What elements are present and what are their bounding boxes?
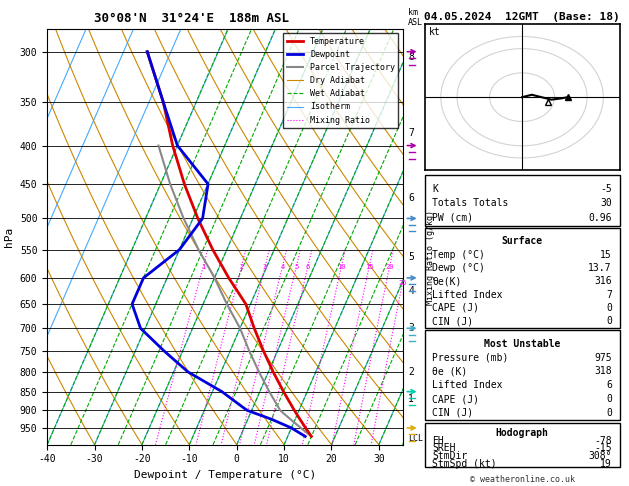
- Text: 5: 5: [294, 264, 298, 270]
- Text: 10: 10: [337, 264, 345, 270]
- X-axis label: Dewpoint / Temperature (°C): Dewpoint / Temperature (°C): [134, 470, 316, 480]
- Text: Mixing Ratio (g/kg): Mixing Ratio (g/kg): [426, 210, 435, 305]
- Text: Temp (°C): Temp (°C): [432, 250, 485, 260]
- Y-axis label: hPa: hPa: [4, 227, 14, 247]
- Text: θe(K): θe(K): [432, 276, 462, 286]
- Text: Most Unstable: Most Unstable: [484, 339, 560, 349]
- Text: 4: 4: [408, 286, 414, 296]
- Text: 0: 0: [606, 408, 612, 418]
- Text: θe (K): θe (K): [432, 366, 467, 377]
- Text: SREH: SREH: [432, 444, 456, 453]
- Text: -15: -15: [594, 444, 612, 453]
- Text: LCL: LCL: [408, 434, 423, 443]
- Text: CIN (J): CIN (J): [432, 316, 474, 326]
- Text: 8: 8: [408, 52, 414, 62]
- Text: 308°: 308°: [588, 451, 612, 461]
- Text: CAPE (J): CAPE (J): [432, 394, 479, 404]
- Text: -5: -5: [600, 184, 612, 194]
- Text: -78: -78: [594, 435, 612, 446]
- Text: 6: 6: [408, 193, 414, 203]
- Text: 13.7: 13.7: [588, 263, 612, 273]
- Text: 7: 7: [408, 128, 414, 138]
- Text: EH: EH: [432, 435, 444, 446]
- Text: 0: 0: [606, 316, 612, 326]
- Text: CIN (J): CIN (J): [432, 408, 474, 418]
- Text: 1: 1: [201, 264, 205, 270]
- Text: 30°08'N  31°24'E  188m ASL: 30°08'N 31°24'E 188m ASL: [94, 12, 289, 25]
- Text: 1: 1: [408, 394, 414, 404]
- Text: Pressure (mb): Pressure (mb): [432, 353, 509, 363]
- Text: Lifted Index: Lifted Index: [432, 290, 503, 299]
- Text: 15: 15: [600, 250, 612, 260]
- Text: Surface: Surface: [501, 236, 543, 246]
- Text: 19: 19: [600, 459, 612, 469]
- Text: Totals Totals: Totals Totals: [432, 198, 509, 208]
- Text: Lifted Index: Lifted Index: [432, 380, 503, 390]
- Text: 0: 0: [606, 394, 612, 404]
- Text: 20: 20: [386, 264, 394, 270]
- Text: 0: 0: [606, 303, 612, 313]
- Text: Hodograph: Hodograph: [496, 428, 548, 437]
- Text: kt: kt: [428, 27, 440, 37]
- Text: 6: 6: [306, 264, 310, 270]
- Text: 5: 5: [408, 252, 414, 262]
- Text: 975: 975: [594, 353, 612, 363]
- Text: 25: 25: [398, 280, 407, 286]
- Text: K: K: [432, 184, 438, 194]
- Text: 316: 316: [594, 276, 612, 286]
- Text: CAPE (J): CAPE (J): [432, 303, 479, 313]
- Text: 30: 30: [600, 198, 612, 208]
- Text: 04.05.2024  12GMT  (Base: 18): 04.05.2024 12GMT (Base: 18): [424, 12, 620, 22]
- Legend: Temperature, Dewpoint, Parcel Trajectory, Dry Adiabat, Wet Adiabat, Isotherm, Mi: Temperature, Dewpoint, Parcel Trajectory…: [284, 34, 398, 128]
- Text: 2: 2: [408, 367, 414, 377]
- Text: Dewp (°C): Dewp (°C): [432, 263, 485, 273]
- Text: PW (cm): PW (cm): [432, 213, 474, 223]
- Text: 3: 3: [263, 264, 267, 270]
- Text: StmDir: StmDir: [432, 451, 467, 461]
- Text: 0.96: 0.96: [588, 213, 612, 223]
- Text: 318: 318: [594, 366, 612, 377]
- Text: 15: 15: [365, 264, 374, 270]
- Text: 3: 3: [408, 323, 414, 333]
- Text: 4: 4: [280, 264, 284, 270]
- Text: 6: 6: [606, 380, 612, 390]
- Text: 2: 2: [239, 264, 243, 270]
- Text: km
ASL: km ASL: [408, 8, 423, 27]
- Text: 7: 7: [606, 290, 612, 299]
- Text: © weatheronline.co.uk: © weatheronline.co.uk: [470, 474, 574, 484]
- Text: StmSpd (kt): StmSpd (kt): [432, 459, 497, 469]
